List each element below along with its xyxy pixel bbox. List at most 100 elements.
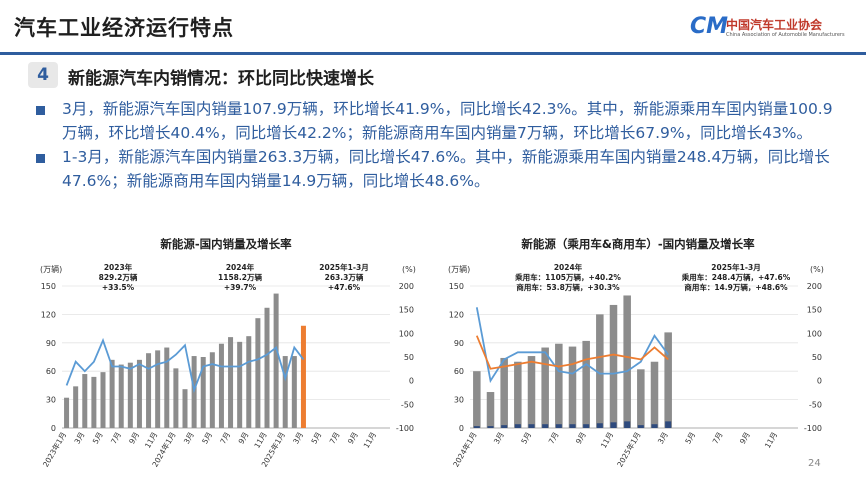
chart-annotation-line: +47.6% bbox=[328, 283, 361, 292]
bullet-list: 3月，新能源汽车国内销量107.9万辆，环比增长41.9%，同比增长42.3%。… bbox=[36, 97, 836, 193]
y-left-unit: (万辆) bbox=[448, 264, 470, 274]
chart-annotation-line: 商用车：53.8万辆，+30.3% bbox=[516, 282, 620, 292]
title-bar: 汽车工业经济运行特点 CM 中国汽车工业协会 China Association… bbox=[0, 0, 866, 52]
x-tick-label: 9月 bbox=[574, 431, 588, 446]
x-tick-label: 3月 bbox=[182, 431, 196, 446]
x-tick-label: 2025年1月 bbox=[614, 430, 642, 469]
x-tick-label: 9月 bbox=[237, 431, 251, 446]
bar bbox=[473, 371, 481, 428]
title-divider bbox=[0, 52, 866, 55]
bar bbox=[64, 397, 70, 428]
caam-logo: CM 中国汽车工业协会 China Association of Automob… bbox=[690, 14, 850, 44]
chart-annotation-line: 2025年1-3月 bbox=[711, 262, 760, 272]
x-tick-label: 3月 bbox=[656, 431, 670, 446]
x-tick-label: 3月 bbox=[492, 431, 506, 446]
series-line bbox=[65, 337, 305, 394]
chart-annotation-line: 829.2万辆 bbox=[99, 272, 138, 282]
bar bbox=[109, 359, 115, 428]
y-right-unit: (%) bbox=[402, 265, 416, 274]
bar bbox=[637, 369, 645, 428]
x-tick-label: 5月 bbox=[519, 431, 533, 446]
x-tick-label: 3月 bbox=[291, 431, 305, 446]
bar bbox=[542, 424, 549, 428]
y-right-unit: (%) bbox=[810, 265, 824, 274]
page-title: 汽车工业经济运行特点 bbox=[14, 16, 234, 40]
chart-nev-domestic-sales: 新能源-国内销量及增长率 (万辆) (%) 0 30 60 90 120 150 -100 -50 0… bbox=[28, 234, 424, 482]
y-left-tick: 0 bbox=[459, 424, 464, 433]
bar bbox=[609, 304, 618, 428]
bar bbox=[255, 318, 261, 428]
bar bbox=[637, 425, 644, 428]
y-left-tick: 150 bbox=[449, 282, 464, 291]
chart-annotation-line: +33.5% bbox=[102, 283, 135, 292]
bullet-item: 1-3月，新能源汽车国内销量263.3万辆，同比增长47.6%。其中，新能源乘用… bbox=[36, 145, 836, 193]
logo-mark-icon: CM bbox=[690, 14, 729, 39]
x-tick-label: 7月 bbox=[547, 431, 561, 446]
bar bbox=[164, 347, 170, 428]
x-tick-label: 7月 bbox=[328, 431, 342, 446]
y-right-tick: -50 bbox=[809, 400, 822, 409]
bar bbox=[473, 426, 480, 428]
x-tick-label: 11月 bbox=[362, 431, 378, 450]
bar bbox=[200, 357, 206, 428]
y-left-tick: 150 bbox=[41, 282, 56, 291]
x-tick-label: 9月 bbox=[346, 431, 360, 446]
bar bbox=[583, 424, 590, 428]
bar bbox=[596, 423, 603, 428]
chart-annotation-line: 商用车：14.9万辆，+48.6% bbox=[684, 282, 788, 292]
y-right-tick: 100 bbox=[399, 329, 414, 338]
x-tick-label: 3月 bbox=[73, 431, 87, 446]
bar bbox=[664, 332, 672, 428]
section-number: 4 bbox=[28, 62, 58, 88]
bar bbox=[500, 357, 508, 428]
chart-annotation-line: 2024年 bbox=[554, 262, 583, 272]
y-left-tick: 90 bbox=[454, 339, 464, 348]
chart-nev-pv-cv-domestic-sales: 新能源（乘用车&商用车）-国内销量及增长率 (万辆) (%) 0 30 60 90 120 15… bbox=[438, 234, 838, 482]
bullet-square-icon bbox=[36, 154, 45, 163]
bar bbox=[209, 352, 215, 428]
bar bbox=[569, 424, 576, 428]
bar bbox=[596, 314, 604, 428]
y-right-tick: -100 bbox=[804, 424, 822, 433]
bar bbox=[568, 346, 577, 428]
bar bbox=[218, 343, 224, 428]
y-left-tick: 90 bbox=[46, 339, 56, 348]
bar bbox=[501, 425, 508, 428]
x-tick-label: 11月 bbox=[599, 431, 615, 450]
bar-highlight bbox=[300, 325, 306, 428]
bar bbox=[246, 336, 252, 428]
bar bbox=[73, 386, 79, 428]
bar bbox=[118, 364, 124, 428]
chart-annotation-line: 1158.2万辆 bbox=[218, 272, 262, 282]
bar bbox=[514, 424, 521, 428]
y-left-tick: 120 bbox=[41, 310, 56, 319]
bar bbox=[100, 372, 106, 428]
chart-annotation-line: 乘用车：248.4万辆，+47.6% bbox=[681, 272, 791, 282]
x-tick-label: 7月 bbox=[109, 431, 123, 446]
bar bbox=[527, 356, 536, 428]
y-left-tick: 0 bbox=[51, 424, 56, 433]
bar bbox=[541, 347, 549, 428]
bar bbox=[650, 361, 659, 428]
bar bbox=[82, 374, 88, 428]
bar bbox=[173, 368, 179, 428]
bar bbox=[528, 424, 535, 428]
logo-name-cn: 中国汽车工业协会 bbox=[726, 18, 823, 32]
bar bbox=[624, 421, 631, 428]
y-right-tick: 0 bbox=[409, 377, 414, 386]
y-left-tick: 60 bbox=[46, 367, 56, 376]
bar bbox=[486, 392, 495, 428]
bar bbox=[487, 426, 494, 428]
bar bbox=[291, 356, 297, 428]
bar bbox=[273, 293, 279, 428]
y-left-tick: 60 bbox=[454, 367, 464, 376]
chart-annotation-line: +39.7% bbox=[224, 283, 257, 292]
bar bbox=[582, 340, 590, 428]
x-tick-label: 7月 bbox=[218, 431, 232, 446]
x-tick-label: 9月 bbox=[127, 431, 141, 446]
bullet-text: 3月，新能源汽车国内销量107.9万辆，环比增长41.9%，同比增长42.3%。… bbox=[62, 100, 833, 142]
series-line bbox=[475, 307, 669, 384]
x-tick-label: 5月 bbox=[309, 431, 323, 446]
bar bbox=[228, 337, 234, 428]
x-tick-label: 9月 bbox=[738, 431, 752, 446]
